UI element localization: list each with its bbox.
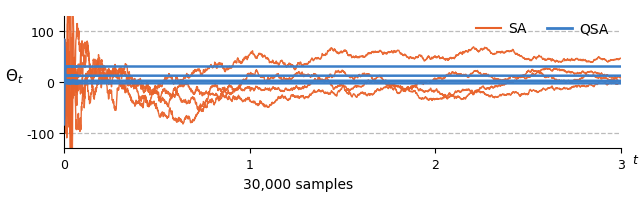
Text: $t \times 10^2$: $t \times 10^2$ bbox=[632, 151, 640, 167]
Y-axis label: $\Theta_t$: $\Theta_t$ bbox=[4, 67, 23, 85]
Legend: SA, QSA: SA, QSA bbox=[470, 17, 614, 42]
Text: 30,000 samples: 30,000 samples bbox=[243, 177, 353, 191]
